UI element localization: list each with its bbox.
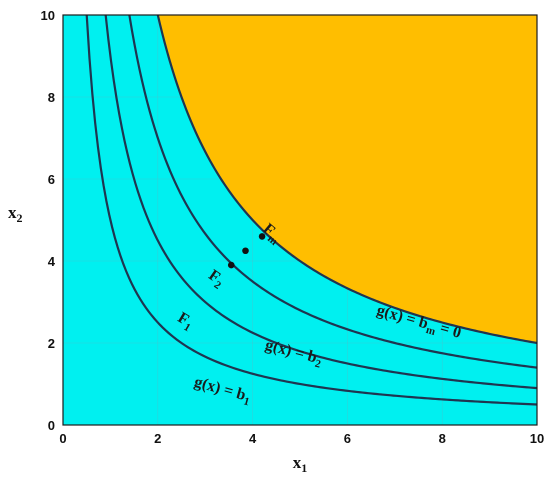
point-layer: [227, 233, 266, 269]
x-tick-label-4: 8: [439, 431, 446, 446]
plot-area: [62, 14, 538, 426]
x-tick-label-0: 0: [59, 431, 66, 446]
y-tick-label-5: 10: [41, 8, 55, 23]
y-tick-label-3: 6: [48, 172, 55, 187]
path-point-2: [242, 247, 249, 255]
y-tick-label-2: 4: [48, 254, 56, 269]
contour-curve-4: [156, 14, 538, 345]
x-axis-title: x1: [293, 453, 308, 475]
y-tick-label-4: 8: [48, 90, 55, 105]
contour-curve-3: [128, 14, 538, 369]
x-tick-label-2: 4: [249, 431, 257, 446]
y-tick-label-1: 2: [48, 336, 55, 351]
contour-curve-2: [104, 14, 538, 390]
plot-frame: [62, 14, 538, 426]
contour-curve-1: [85, 14, 538, 406]
infeasible-region: [157, 15, 538, 343]
curve-layer: [85, 14, 538, 406]
x-tick-label-1: 2: [154, 431, 161, 446]
x-tick-label-3: 6: [344, 431, 351, 446]
tick-layer: 0 2 4 6 8 10 0 2 4 6 8 10: [41, 8, 545, 446]
x-tick-label-5: 10: [530, 431, 544, 446]
path-point-3: [258, 233, 266, 240]
path-point-1: [227, 261, 235, 269]
y-tick-label-0: 0: [48, 418, 55, 433]
y-axis-title: x2: [8, 203, 23, 225]
